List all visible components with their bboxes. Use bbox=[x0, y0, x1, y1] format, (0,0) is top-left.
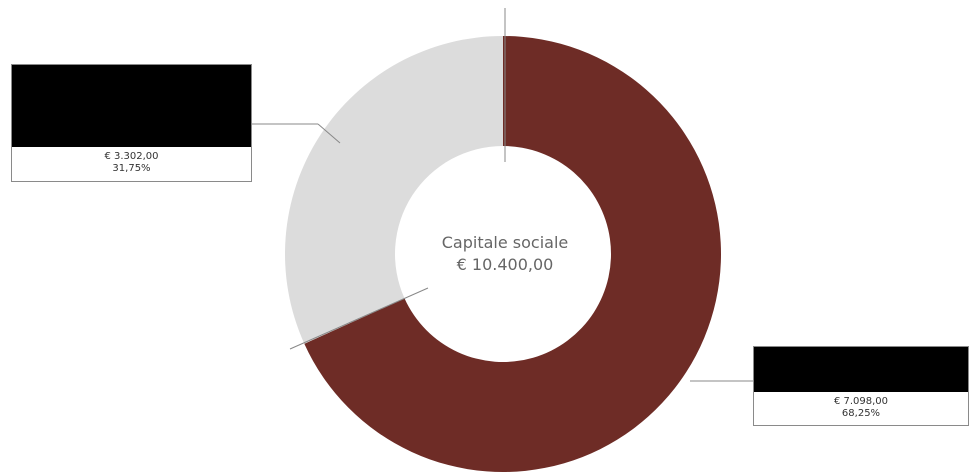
slice-divider-lower bbox=[289, 287, 429, 350]
data-label-percent: 68,25% bbox=[841, 408, 881, 419]
center-label-total: € 10.400,00 bbox=[456, 255, 554, 274]
redacted-name-block bbox=[754, 347, 968, 392]
data-label-percent: 31,75% bbox=[112, 163, 151, 174]
data-label-values: € 3.302,00 31,75% bbox=[12, 147, 251, 175]
donut-slices bbox=[285, 36, 721, 472]
leader-lines bbox=[252, 8, 753, 382]
data-label-values: € 7.098,00 68,25% bbox=[754, 392, 968, 420]
data-label-amount: € 3.302,00 bbox=[104, 151, 159, 162]
donut-slice-1 bbox=[285, 36, 503, 344]
data-label-amount: € 7.098,00 bbox=[833, 396, 889, 407]
center-label-title: Capitale sociale bbox=[441, 233, 569, 252]
data-label-callout-majority: € 7.098,00 68,25% bbox=[753, 346, 969, 426]
leader-line-minority-elbow bbox=[317, 123, 341, 144]
redacted-name-block bbox=[12, 65, 251, 147]
donut-slice-0 bbox=[304, 36, 721, 472]
data-label-callout-minority: € 3.302,00 31,75% bbox=[11, 64, 252, 182]
center-label: Capitale sociale € 10.400,00 bbox=[400, 232, 610, 276]
